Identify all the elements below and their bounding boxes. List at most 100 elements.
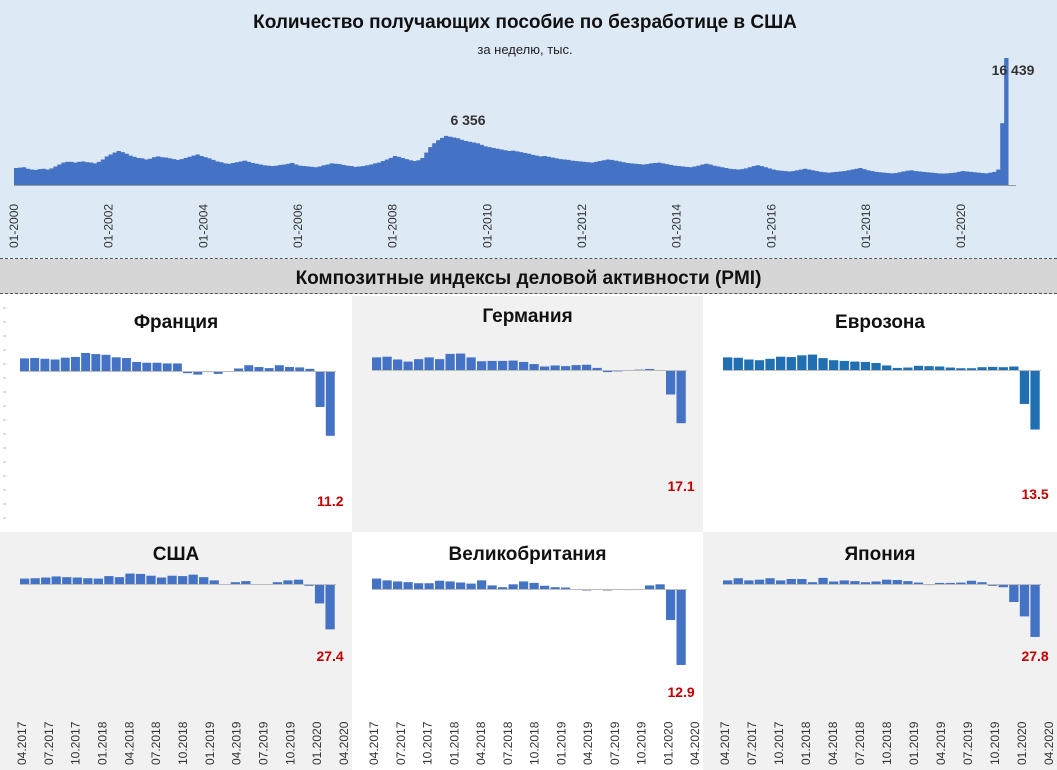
panel-title: США xyxy=(152,544,200,565)
unemployment-bar xyxy=(467,141,472,185)
pmi-bar xyxy=(40,358,50,371)
unemployment-bar xyxy=(262,165,267,185)
unemployment-bar xyxy=(795,170,800,185)
unemployment-bar xyxy=(597,161,603,185)
pmi-bar xyxy=(676,370,686,424)
pmi-bar xyxy=(571,365,581,370)
pmi-x-tick-label: 01.2020 xyxy=(1015,721,1029,765)
unemployment-bar xyxy=(676,166,682,185)
unemployment-bar xyxy=(621,162,626,185)
unemployment-bar xyxy=(183,157,188,185)
pmi-bar xyxy=(871,581,881,584)
pmi-bar xyxy=(1009,366,1019,370)
pmi-bar xyxy=(655,584,665,589)
unemployment-bar xyxy=(333,163,338,185)
unemployment-bar xyxy=(538,156,544,185)
pmi-bar xyxy=(561,366,571,370)
pmi-bar xyxy=(977,367,987,370)
pmi-bar xyxy=(1019,370,1030,404)
unemployment-bar xyxy=(704,163,709,185)
unemployment-bar xyxy=(562,159,567,185)
last-value-label: 12.9 xyxy=(667,684,694,700)
unemployment-bar xyxy=(41,168,46,185)
unemployment-bar xyxy=(818,171,824,185)
unemployment-bar xyxy=(664,164,670,185)
unemployment-bar xyxy=(960,171,966,185)
unemployment-bar xyxy=(759,166,764,185)
x-tick-label: 01-2014 xyxy=(670,204,684,248)
unemployment-bar xyxy=(92,163,98,185)
unemployment-bar xyxy=(144,159,149,185)
unemployment-bar xyxy=(739,169,745,185)
pmi-bar xyxy=(487,360,497,370)
unemployment-bar xyxy=(305,166,311,185)
pmi-section-title: Композитные индексы деловой активности (… xyxy=(295,268,762,289)
unemployment-bar xyxy=(526,153,532,185)
pmi-bar xyxy=(839,580,849,584)
unemployment-bar xyxy=(49,168,54,185)
unemployment-bar xyxy=(948,173,954,185)
pmi-x-tick-label: 07.2017 xyxy=(394,721,408,765)
unemployment-bar xyxy=(609,159,615,185)
unemployment-bar xyxy=(530,154,536,185)
unemployment-bar xyxy=(984,173,989,185)
unemployment-bar xyxy=(124,153,129,185)
last-value-label: 17.1 xyxy=(667,478,694,494)
pmi-bar xyxy=(445,581,455,589)
pmi-bar xyxy=(295,367,305,371)
unemployment-bar xyxy=(605,159,611,185)
unemployment-bar xyxy=(767,168,772,185)
pmi-bar xyxy=(977,582,987,584)
unemployment-bar xyxy=(660,163,666,185)
pmi-bar xyxy=(146,575,156,584)
unemployment-bar xyxy=(826,172,831,185)
pmi-bar xyxy=(519,581,529,589)
pmi-bar xyxy=(786,357,796,370)
unemployment-bar xyxy=(964,171,970,185)
unemployment-bar xyxy=(329,163,334,185)
pmi-chart: 27.8 04.2017 07.2017 10.2017 01.2018 04.2018 0… xyxy=(718,577,1056,765)
unemployment-bar xyxy=(905,170,910,185)
pmi-x-tick-label: 04.2019 xyxy=(581,721,595,765)
unemployment-bar xyxy=(88,162,94,185)
pmi-bar xyxy=(487,585,497,589)
unemployment-bar xyxy=(877,172,883,185)
unemployment-bar xyxy=(69,161,74,185)
unemployment-bar xyxy=(388,157,394,185)
pmi-bar xyxy=(30,578,40,584)
pmi-header-band: Композитные индексы деловой активности (… xyxy=(0,259,1057,294)
pmi-bar xyxy=(104,576,114,584)
unemployment-bar xyxy=(365,165,370,185)
unemployment-bar xyxy=(586,162,591,185)
unemployment-bar xyxy=(313,167,319,185)
pmi-bar xyxy=(435,580,445,589)
unemployment-bar xyxy=(159,157,165,185)
unemployment-bar xyxy=(380,161,386,185)
pmi-bar xyxy=(325,584,335,630)
pmi-bar xyxy=(871,363,881,370)
unemployment-bar xyxy=(96,161,102,185)
pmi-x-tick-label: 01.2018 xyxy=(96,721,110,765)
unemployment-bar xyxy=(294,164,299,185)
pmi-x-tick-label: 04.2017 xyxy=(718,721,732,765)
pmi-panel-france: Франция 11.2 xyxy=(0,296,352,532)
pmi-chart: 11.2 xyxy=(3,307,344,519)
panel-title: Великобритания xyxy=(448,544,607,565)
pmi-x-tick-label: 04.2017 xyxy=(15,721,29,765)
unemployment-bar xyxy=(175,159,181,185)
unemployment-bar xyxy=(21,167,27,185)
last-value-label: 27.4 xyxy=(316,648,343,664)
pmi-bar xyxy=(132,362,142,371)
unemployment-bar xyxy=(641,164,646,185)
pmi-bar xyxy=(723,357,733,370)
unemployment-bar xyxy=(207,158,212,185)
unemployment-bar xyxy=(952,172,958,185)
pmi-bar xyxy=(264,368,274,371)
pmi-bar xyxy=(325,371,335,436)
pmi-bar xyxy=(272,582,283,584)
unemployment-bar xyxy=(629,163,634,185)
pmi-bar xyxy=(178,576,188,584)
pmi-bar xyxy=(293,579,304,584)
unemployment-bar xyxy=(152,157,157,185)
unemployment-bar xyxy=(893,173,899,185)
